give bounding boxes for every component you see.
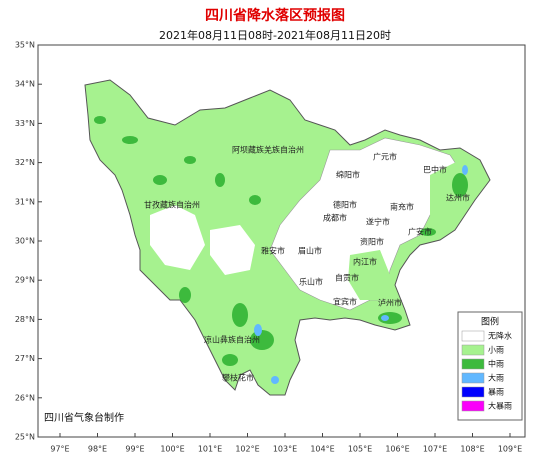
legend-swatch [461,358,485,370]
lon-label: 104°E [310,445,334,454]
lon-label: 100°E [160,445,184,454]
region-label: 凉山彝族自治州 [204,335,260,345]
lat-label: 29°N [15,276,35,285]
region-label: 南充市 [390,202,414,212]
lat-label: 33°N [15,119,35,128]
lon-label: 99°E [125,445,144,454]
region-label: 宜宾市 [333,297,357,307]
region-label: 内江市 [353,257,377,267]
lon-label: 97°E [50,445,69,454]
lon-label: 98°E [88,445,107,454]
latitude-labels: 35°N 34°N 33°N 32°N 31°N 30°N 29°N 28°N 27°N 26°N… [15,41,42,442]
lat-label: 35°N [15,41,35,50]
credit: 四川省气象台制作 [44,411,124,424]
legend-swatch [461,372,485,384]
lon-label: 108°E [460,445,484,454]
title: 四川省降水落区预报图 [205,7,345,24]
legend-label: 小雨 [488,346,504,355]
lat-label: 27°N [15,354,35,363]
lat-label: 30°N [15,237,35,246]
lat-label: 32°N [15,158,35,167]
longitude-labels: 97°E 98°E 99°E 100°E 101°E 102°E 103°E 104°E 105… [50,433,522,454]
region-label: 绵阳市 [336,170,360,180]
region-label: 乐山市 [299,277,323,287]
region-label: 自贡市 [335,273,359,283]
region-label: 达州市 [446,193,470,203]
lon-label: 107°E [423,445,447,454]
legend-swatch [461,330,485,342]
legend-swatch [461,400,485,412]
region-label: 甘孜藏族自治州 [144,200,200,210]
region-label: 遂宁市 [366,217,390,227]
lat-label: 26°N [15,393,35,402]
legend-label: 无降水 [488,331,512,341]
lon-label: 109°E [498,445,522,454]
legend-swatch [461,386,485,398]
region-label: 雅安市 [261,246,285,256]
legend-label: 中雨 [488,359,504,369]
region-label: 广安市 [408,227,432,237]
lon-label: 102°E [235,445,259,454]
lat-label: 34°N [15,80,35,89]
lon-label: 106°E [385,445,409,454]
region-label: 眉山市 [298,246,322,256]
lon-label: 101°E [198,445,222,454]
lat-label: 25°N [15,433,35,442]
region-label: 泸州市 [378,298,402,308]
region-label: 广元市 [373,152,397,162]
legend-title: 图例 [481,316,499,328]
legend-label: 大暴雨 [488,401,512,411]
region-label: 巴中市 [423,165,447,175]
region-label: 成都市 [323,213,347,223]
legend-label: 暴雨 [488,388,504,397]
lat-label: 31°N [15,197,35,206]
region-label: 阿坝藏族羌族自治州 [232,145,304,155]
region-label: 攀枝花市 [222,373,254,383]
subtitle: 2021年08月11日08时-2021年08月11日20时 [159,28,391,42]
province [84,79,491,396]
region-label: 德阳市 [333,200,357,210]
legend-swatch [461,344,485,356]
lon-label: 105°E [348,445,372,454]
lon-label: 103°E [273,445,297,454]
lat-label: 28°N [15,315,35,324]
legend-label: 大雨 [488,373,504,383]
region-label: 资阳市 [360,237,384,247]
